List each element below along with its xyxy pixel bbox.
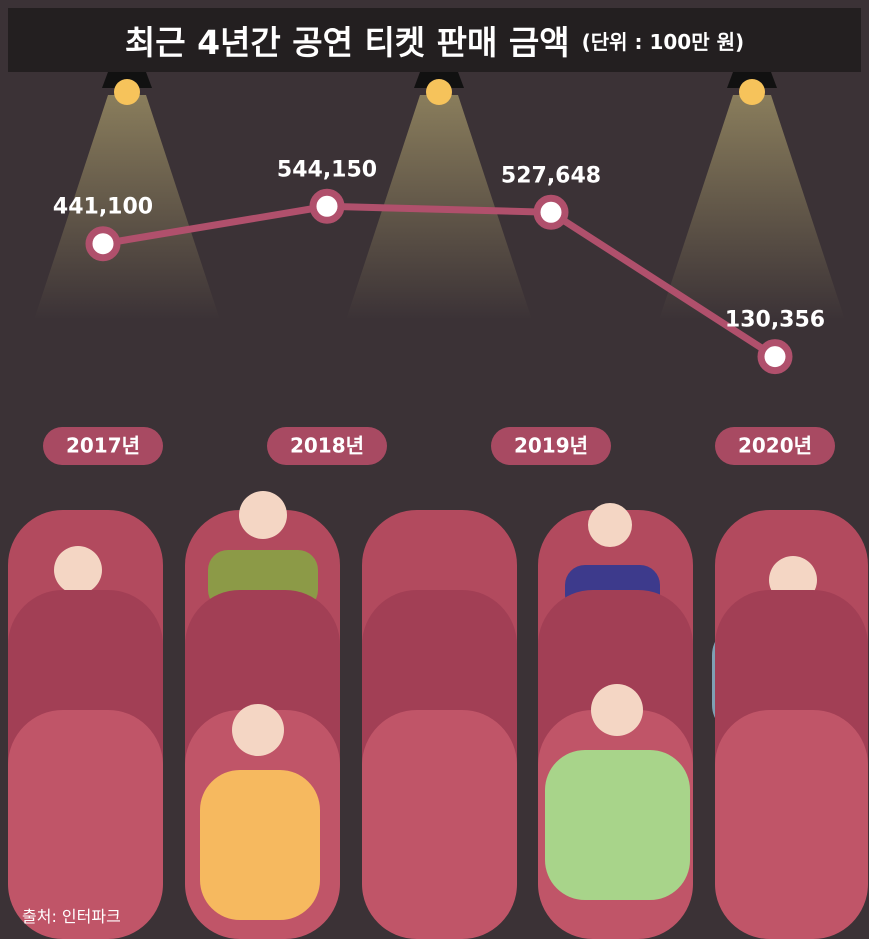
value-label: 527,648 [501,163,601,188]
chart-subtitle: (단위 : 100만 원) [581,29,745,54]
point [309,188,345,224]
point [85,226,121,262]
category-pill [43,427,163,465]
title-bar: 최근 4년간 공연 티켓 판매 금액 (단위 : 100만 원) [8,8,861,72]
x-tick-label: 2019년 [514,434,588,458]
chart-title: 최근 4년간 공연 티켓 판매 금액 [124,23,570,62]
value-label: 130,356 [725,308,825,333]
point [533,194,569,230]
x-tick-label: 2018년 [290,434,364,458]
category-pill [715,427,835,465]
line [102,202,777,360]
category-pill [267,427,387,465]
value-label: 441,100 [53,195,153,220]
category-pill [491,427,611,465]
x-tick-label: 2017년 [66,434,140,458]
x-tick-label: 2020년 [738,434,812,458]
point [757,339,793,375]
value-label: 544,150 [277,157,377,182]
source: 출처: 인터파크 [22,907,121,926]
seats [8,491,868,939]
